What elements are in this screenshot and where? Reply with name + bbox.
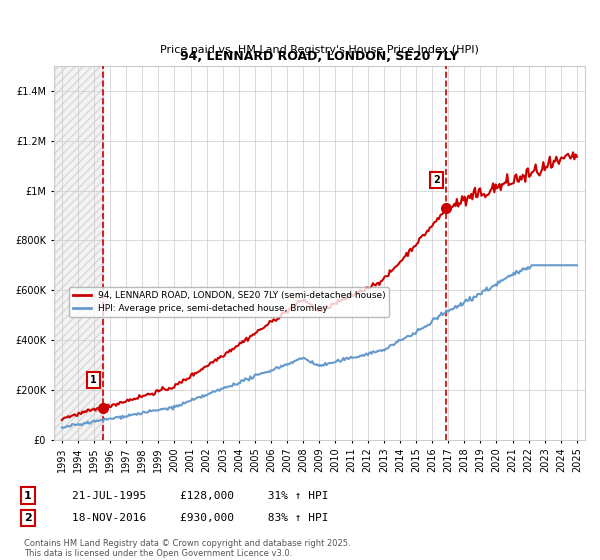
Title: 94, LENNARD ROAD, LONDON, SE20 7LY: 94, LENNARD ROAD, LONDON, SE20 7LY bbox=[180, 50, 458, 63]
Legend: 94, LENNARD ROAD, LONDON, SE20 7LY (semi-detached house), HPI: Average price, se: 94, LENNARD ROAD, LONDON, SE20 7LY (semi… bbox=[69, 287, 389, 317]
Text: 2: 2 bbox=[433, 175, 440, 185]
Text: Contains HM Land Registry data © Crown copyright and database right 2025.
This d: Contains HM Land Registry data © Crown c… bbox=[24, 539, 350, 558]
Text: 2: 2 bbox=[24, 513, 32, 523]
Text: Price paid vs. HM Land Registry's House Price Index (HPI): Price paid vs. HM Land Registry's House … bbox=[160, 45, 479, 55]
Text: 1: 1 bbox=[90, 375, 97, 385]
Text: 21-JUL-1995     £128,000     31% ↑ HPI: 21-JUL-1995 £128,000 31% ↑ HPI bbox=[72, 491, 329, 501]
Bar bbox=[54, 66, 103, 440]
Text: 1: 1 bbox=[24, 491, 32, 501]
Text: 18-NOV-2016     £930,000     83% ↑ HPI: 18-NOV-2016 £930,000 83% ↑ HPI bbox=[72, 513, 329, 523]
